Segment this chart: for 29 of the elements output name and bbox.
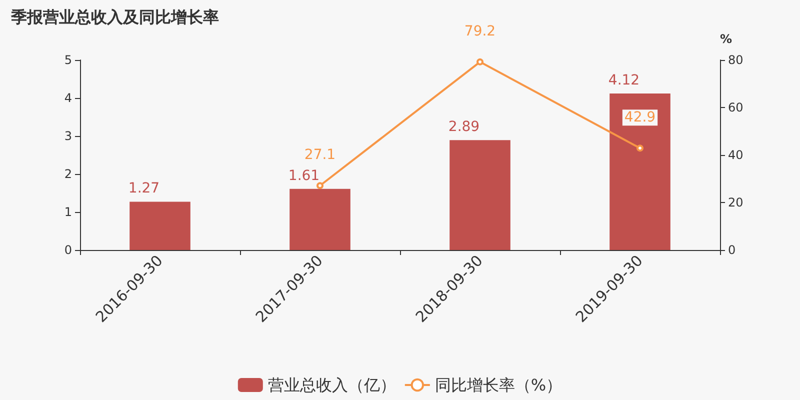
y2-tick-label: 0 — [728, 243, 736, 257]
data-label: 1.61 — [288, 168, 320, 184]
point — [316, 182, 324, 190]
legend-label: 营业总收入（亿） — [268, 376, 396, 394]
bar — [290, 188, 350, 250]
y-tick-label: 3 — [64, 129, 72, 143]
y2-tick-label: 20 — [728, 196, 744, 210]
chart-title: 季报营业总收入及同比增长率 — [10, 8, 219, 26]
y-tick-label: 2 — [64, 167, 72, 181]
y-tick-label: 5 — [64, 53, 72, 67]
y-tick-label: 1 — [64, 205, 72, 219]
data-label: 1.27 — [128, 180, 160, 197]
data-label: 4.12 — [608, 72, 640, 88]
bar — [610, 93, 670, 250]
data-label: 79.2 — [464, 23, 496, 40]
y2-axis-title: % — [720, 32, 732, 46]
point — [636, 144, 644, 152]
data-label: 42.9 — [624, 110, 656, 126]
data-label: 27.1 — [304, 147, 336, 164]
data-label: 2.89 — [448, 119, 480, 136]
legend-label: 同比增长率（%） — [434, 376, 562, 394]
bar — [130, 202, 190, 250]
y2-tick-label: 60 — [728, 100, 744, 114]
y2-tick-label: 80 — [728, 53, 744, 67]
y2-tick-label: 40 — [728, 148, 744, 162]
bar — [450, 140, 510, 250]
y-tick-label: 0 — [64, 243, 72, 257]
point — [476, 58, 484, 66]
y-tick-label: 4 — [64, 91, 72, 105]
